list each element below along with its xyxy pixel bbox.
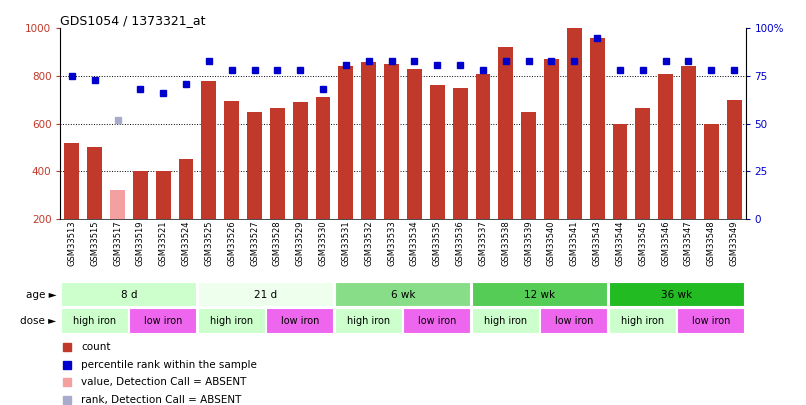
Bar [567,28,582,219]
Text: count: count [81,342,110,352]
Text: age ►: age ► [26,290,56,300]
Text: high iron: high iron [484,316,527,326]
Bar [335,282,471,307]
Bar [87,147,102,219]
Bar [61,282,197,307]
Bar [179,159,193,219]
Bar [156,171,171,219]
Bar [384,64,399,219]
Text: low iron: low iron [281,316,319,326]
Bar [541,308,608,334]
Text: 36 wk: 36 wk [662,290,692,300]
Bar [361,62,376,219]
Bar [267,308,334,334]
Bar [430,85,445,219]
Bar [404,308,471,334]
Bar [202,81,216,219]
Text: 8 d: 8 d [121,290,137,300]
Bar [133,171,147,219]
Bar [247,112,262,219]
Bar [681,66,696,219]
Text: high iron: high iron [210,316,253,326]
Bar [472,282,608,307]
Bar [704,124,719,219]
Bar [544,59,559,219]
Text: percentile rank within the sample: percentile rank within the sample [81,360,257,370]
Bar [635,108,650,219]
Bar [609,282,745,307]
Bar [316,97,330,219]
Bar [335,308,402,334]
Text: low iron: low iron [418,316,456,326]
Bar [110,190,125,219]
Bar [590,38,604,219]
Bar [130,308,197,334]
Text: low iron: low iron [144,316,182,326]
Bar [453,88,467,219]
Bar [613,124,627,219]
Text: 12 wk: 12 wk [525,290,555,300]
Bar [64,143,79,219]
Bar [293,102,308,219]
Text: dose ►: dose ► [20,316,56,326]
Bar [339,66,353,219]
Bar [270,108,285,219]
Bar [407,69,422,219]
Bar [198,308,265,334]
Bar [198,282,334,307]
Text: high iron: high iron [621,316,664,326]
Bar [498,47,513,219]
Bar [659,74,673,219]
Bar [224,101,239,219]
Bar [727,100,742,219]
Bar [476,74,490,219]
Text: rank, Detection Call = ABSENT: rank, Detection Call = ABSENT [81,395,241,405]
Text: 21 d: 21 d [255,290,277,300]
Text: GDS1054 / 1373321_at: GDS1054 / 1373321_at [60,14,206,27]
Bar [472,308,539,334]
Bar [678,308,745,334]
Text: value, Detection Call = ABSENT: value, Detection Call = ABSENT [81,377,247,387]
Text: high iron: high iron [347,316,390,326]
Bar [521,112,536,219]
Text: low iron: low iron [692,316,730,326]
Bar [61,308,128,334]
Bar [609,308,676,334]
Text: high iron: high iron [73,316,116,326]
Text: 6 wk: 6 wk [391,290,415,300]
Text: low iron: low iron [555,316,593,326]
